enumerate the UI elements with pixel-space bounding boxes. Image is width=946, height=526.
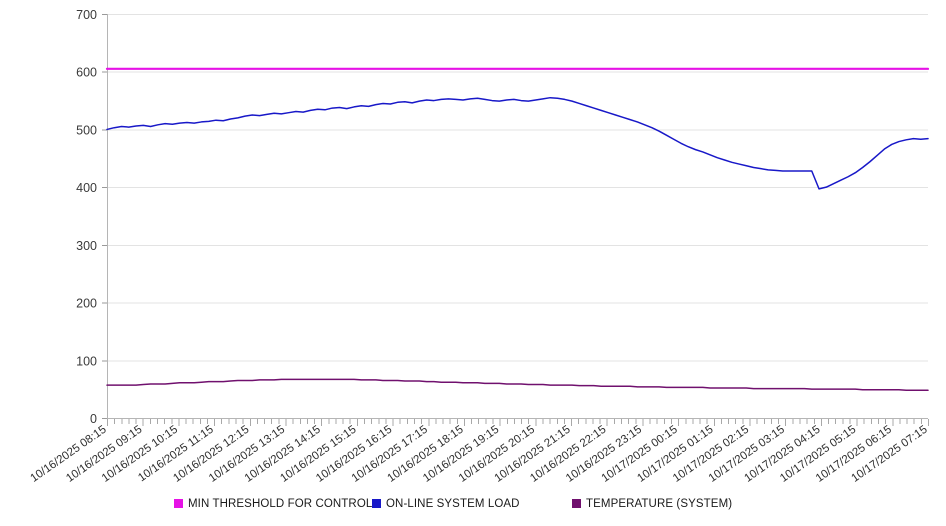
series-line-on-line-system-load xyxy=(106,96,929,190)
y-tick-label: 300 xyxy=(76,239,97,253)
legend-swatch[interactable] xyxy=(372,499,381,508)
y-tick-label: 500 xyxy=(76,123,97,137)
legend-swatch[interactable] xyxy=(572,499,581,508)
x-tick-marks xyxy=(107,419,929,426)
y-tick-label: 100 xyxy=(76,354,97,368)
legend-label[interactable]: TEMPERATURE (SYSTEM) xyxy=(586,498,732,510)
y-tick-label: 700 xyxy=(76,8,97,22)
y-gridlines xyxy=(107,14,928,419)
y-tick-labels: 0 100 200 300 400 500 600 700 xyxy=(76,8,97,426)
legend-label[interactable]: MIN THRESHOLD FOR CONTROL xyxy=(188,498,373,510)
legend-swatch[interactable] xyxy=(174,499,183,508)
chart-legend: MIN THRESHOLD FOR CONTROL ON-LINE SYSTEM … xyxy=(174,498,732,510)
series-line-temperature-system xyxy=(106,378,929,392)
y-tick-label: 0 xyxy=(90,412,97,426)
series-lines xyxy=(105,67,930,392)
y-axis xyxy=(102,14,108,419)
y-tick-label: 600 xyxy=(76,66,97,80)
y-tick-label: 200 xyxy=(76,297,97,311)
legend-label[interactable]: ON-LINE SYSTEM LOAD xyxy=(386,498,520,510)
y-tick-label: 400 xyxy=(76,181,97,195)
